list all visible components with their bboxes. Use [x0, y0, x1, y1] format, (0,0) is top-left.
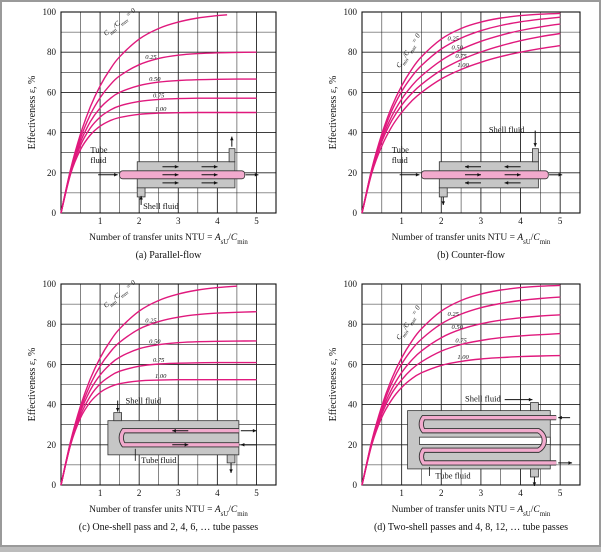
x-tick-label: 1: [399, 488, 404, 498]
panel-title-d: (d) Two-shell passes and 4, 8, 12, … tub…: [374, 522, 568, 533]
tube-out-arrow-head: [568, 461, 572, 464]
inset-diagram-d: Shell fluid Tube fluid: [408, 394, 572, 486]
x-axis-label-d: Number of transfer units NTU = AsU/Cmin: [392, 504, 551, 518]
x-tick-label: 2: [439, 488, 444, 498]
y-tick-label: 0: [353, 480, 358, 490]
y-tick-label: 80: [348, 319, 358, 329]
series-label-d-0.75: 0.75: [455, 338, 467, 345]
y-tick-label: 60: [348, 359, 358, 369]
y-tick-label: 20: [348, 440, 358, 450]
shell-in-arrow-head: [529, 398, 533, 401]
shell-baffle: [419, 437, 550, 444]
series-label-d-1.00: 1.00: [457, 354, 469, 361]
x-tick-label: 4: [518, 488, 523, 498]
y-tick-label: 40: [348, 400, 358, 410]
series-label-d-0.50: 0.50: [451, 324, 463, 331]
y-tick-label: 100: [344, 279, 358, 289]
series-label-d-0.25: 0.25: [447, 311, 459, 318]
legend-title-d: Cmin/Cmax = 0: [395, 304, 425, 343]
x-tick-label: 5: [558, 488, 563, 498]
shell-inlet-nozzle: [530, 403, 538, 411]
shell-outlet-nozzle: [530, 469, 538, 477]
x-tick-label: 3: [479, 488, 484, 498]
shell-fluid-label: Shell fluid: [465, 394, 501, 404]
tube-fluid-label: Tube fluid: [435, 471, 471, 481]
y-axis-label-d: Effectiveness ε, %: [328, 348, 339, 422]
